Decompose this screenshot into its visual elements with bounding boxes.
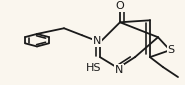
Text: O: O [116,1,124,11]
Text: N: N [115,65,123,75]
Text: S: S [167,45,174,55]
Text: N: N [93,36,101,46]
Text: HS: HS [86,63,101,73]
